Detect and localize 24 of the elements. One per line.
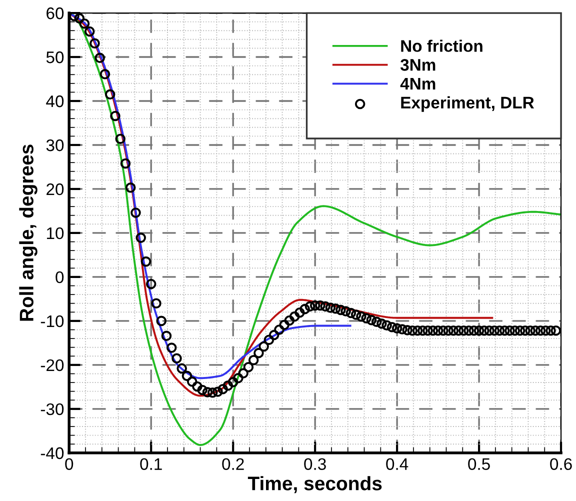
- x-tick-label: 0.2: [222, 458, 244, 470]
- legend-label: No friction: [401, 40, 482, 52]
- y-tick-label: 10: [46, 227, 64, 240]
- y-tick-label: 60: [46, 7, 64, 20]
- x-tick-label: 0.6: [550, 458, 572, 470]
- y-tick-label: -40: [40, 447, 64, 460]
- x-tick-label: 0: [65, 458, 74, 470]
- x-tick-label: 0.4: [386, 458, 408, 470]
- y-axis-title: Roll angle, degrees: [19, 144, 38, 321]
- y-tick-label: -20: [40, 359, 64, 372]
- x-tick-label: 0.5: [468, 458, 490, 470]
- legend-label: Experiment, DLR: [401, 96, 534, 112]
- y-tick-label: 20: [46, 183, 64, 196]
- y-tick-label: -30: [40, 403, 64, 416]
- x-tick-label: 0.3: [304, 458, 326, 470]
- y-tick-label: 0: [56, 271, 64, 284]
- y-tick-label: 50: [46, 51, 64, 64]
- y-tick-label: 30: [46, 139, 64, 152]
- y-tick-label: -10: [40, 315, 64, 328]
- y-tick-label: 40: [46, 95, 64, 108]
- legend-label: 4Nm: [400, 78, 436, 90]
- legend-label: 3Nm: [400, 59, 436, 71]
- x-tick-label: 0.1: [140, 458, 162, 470]
- x-axis-title: Time, seconds: [248, 476, 382, 494]
